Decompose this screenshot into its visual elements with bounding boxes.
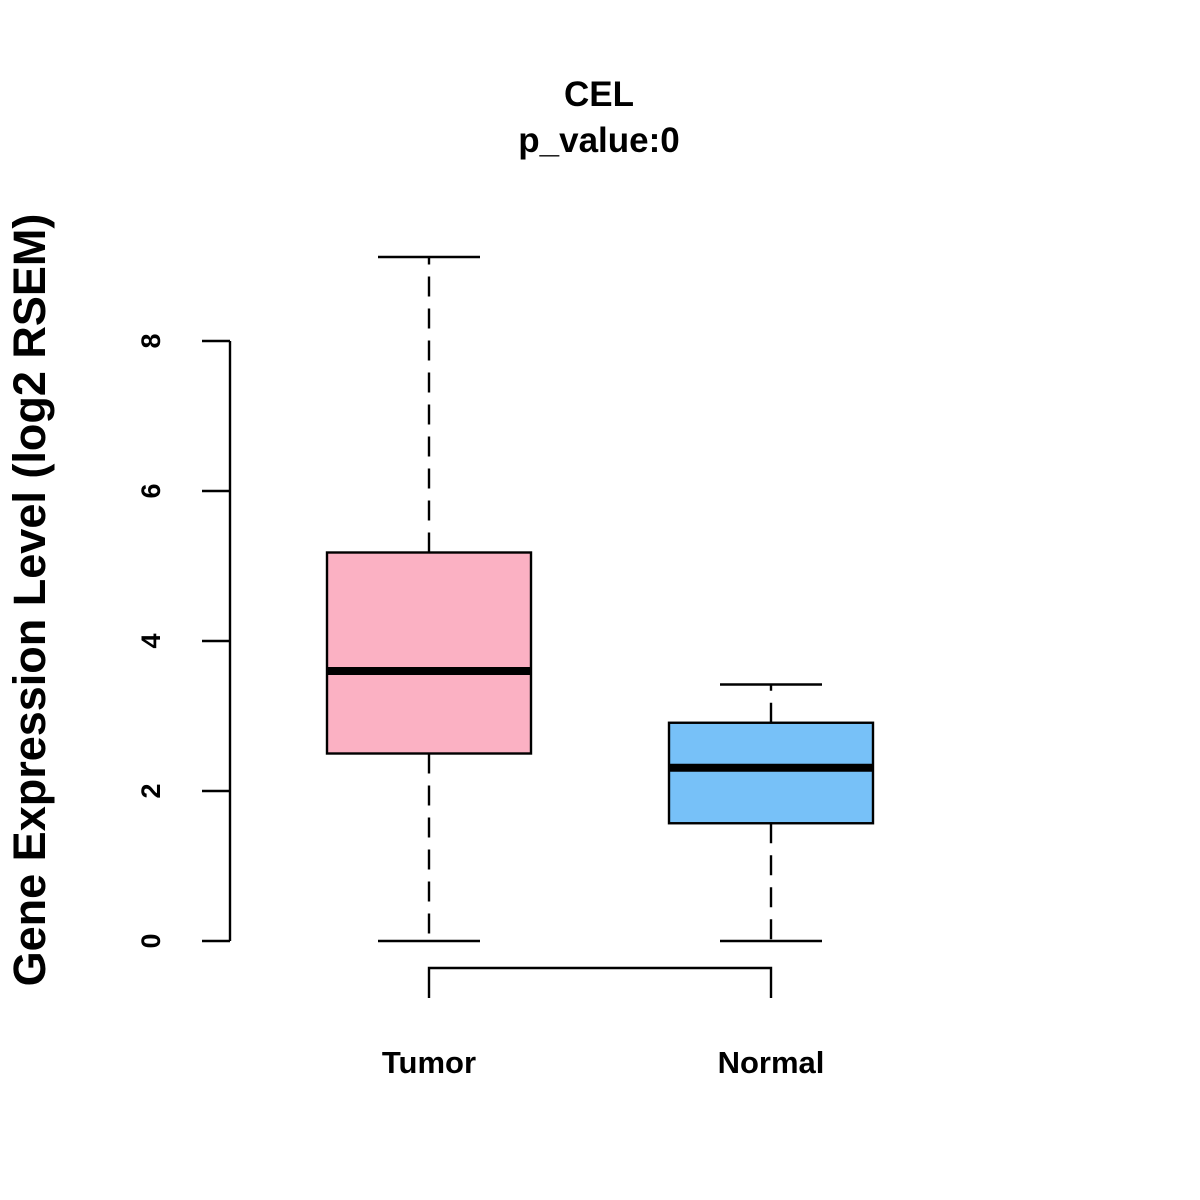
y-tick-label: 4: [136, 633, 166, 648]
box-body: [325, 551, 533, 755]
x-category-label: Tumor: [382, 1045, 476, 1080]
chart-subtitle: p_value:0: [518, 121, 679, 160]
y-tick-label: 6: [136, 483, 166, 498]
boxes-layer: [325, 255, 875, 943]
y-axis: 0 2 4 6 8: [136, 333, 232, 949]
x-axis-labels: Tumor Normal: [382, 1045, 824, 1080]
y-tick-label: 8: [136, 333, 166, 348]
y-tick-label: 2: [136, 783, 166, 798]
box-body: [667, 721, 875, 825]
chart-title: CEL: [564, 75, 634, 114]
comparison-bracket: [427, 966, 773, 998]
box-normal: [667, 683, 875, 943]
bracket-line: [427, 966, 773, 998]
box-tumor: [325, 255, 533, 943]
y-tick-label: 0: [136, 933, 166, 948]
x-category-label: Normal: [718, 1045, 825, 1080]
y-axis-label: Gene Expression Level (log2 RSEM): [4, 214, 55, 987]
